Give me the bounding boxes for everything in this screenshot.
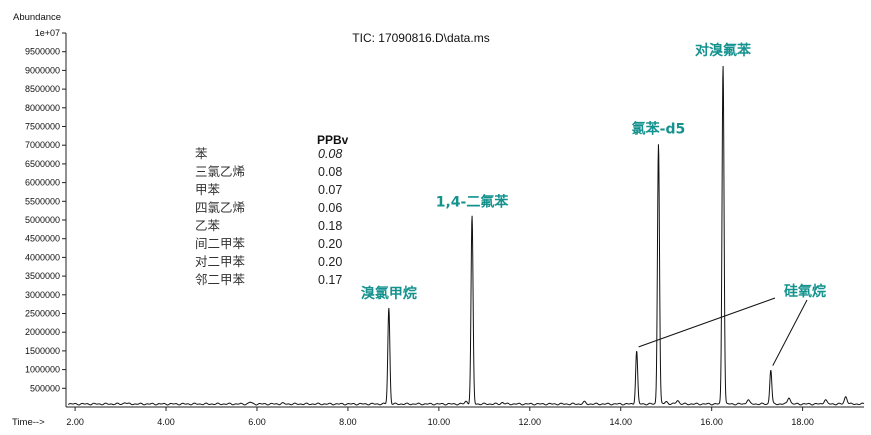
compound-value: 0.07 xyxy=(318,183,342,197)
y-tick-label: 3000000 xyxy=(25,290,60,300)
y-tick-label: 7500000 xyxy=(25,122,60,132)
y-tick-label: 4000000 xyxy=(25,252,60,262)
compound-name: 间二甲苯 xyxy=(195,236,246,251)
x-axis-title: Time--> xyxy=(12,417,45,428)
x-tick-label: 16.00 xyxy=(700,417,723,427)
siloxane-leader-line xyxy=(638,297,776,348)
y-tick-label: 500000 xyxy=(30,383,60,393)
y-tick-label: 9500000 xyxy=(25,47,60,57)
x-tick-label: 8.00 xyxy=(339,417,357,427)
compound-name: 对二甲苯 xyxy=(195,254,246,269)
y-tick-label: 6500000 xyxy=(25,159,60,169)
x-tick-label: 12.00 xyxy=(519,417,542,427)
compound-value: 0.08 xyxy=(318,165,342,179)
compound-value: 0.20 xyxy=(318,255,342,269)
y-tick-label: 3500000 xyxy=(25,271,60,281)
compound-value: 0.17 xyxy=(318,273,342,287)
compound-name: 甲苯 xyxy=(195,182,221,197)
y-tick-label: 1e+07 xyxy=(35,28,60,38)
y-axis-title: Abundance xyxy=(13,12,61,23)
y-tick-label: 5500000 xyxy=(25,196,60,206)
trace-layer xyxy=(68,66,865,406)
y-tick-label: 1000000 xyxy=(25,365,60,375)
x-tick-label: 18.00 xyxy=(791,417,814,427)
peak-label: 溴氯甲烷 xyxy=(361,285,417,302)
compound-name: 乙苯 xyxy=(195,218,221,233)
compound-name: 四氯乙烯 xyxy=(195,200,245,215)
y-tick-label: 6000000 xyxy=(25,178,60,188)
y-tick-label: 2500000 xyxy=(25,309,60,319)
y-tick-label: 7000000 xyxy=(25,140,60,150)
y-tick-label: 8000000 xyxy=(25,103,60,113)
peak-label: 1,4-二氟苯 xyxy=(436,193,510,210)
x-tick-label: 6.00 xyxy=(248,417,266,427)
peak-label: 氯苯-d5 xyxy=(632,120,686,137)
x-tick-label: 14.00 xyxy=(609,417,632,427)
compound-table: PPBv 苯 0.08 三氯乙烯 0.08 甲苯 0.07 四氯乙烯 0.06 乙苯 0.18 间二甲… xyxy=(195,133,349,287)
compound-name: 邻二甲苯 xyxy=(195,272,246,287)
chart-title: TIC: 17090816.D\data.ms xyxy=(352,31,489,45)
y-tick-label: 9000000 xyxy=(25,65,60,75)
siloxane-label: 硅氧烷 xyxy=(784,283,826,300)
y-tick-label: 4500000 xyxy=(25,234,60,244)
compound-value: 0.08 xyxy=(318,147,342,161)
table-header: PPBv xyxy=(317,133,349,147)
x-tick-label: 4.00 xyxy=(157,417,175,427)
x-tick-label: 2.00 xyxy=(66,417,84,427)
y-tick-label: 2000000 xyxy=(25,327,60,337)
y-tick-label: 8500000 xyxy=(25,84,60,94)
compound-name: 苯 xyxy=(195,146,208,161)
compound-value: 0.06 xyxy=(318,201,342,215)
peak-label: 对溴氟苯 xyxy=(695,42,752,59)
siloxane-leader-line xyxy=(772,299,808,366)
series-tic-trace xyxy=(68,66,865,406)
y-tick-label: 1500000 xyxy=(25,346,60,356)
x-tick-label: 10.00 xyxy=(428,417,451,427)
compound-value: 0.20 xyxy=(318,237,342,251)
y-tick-label: 5000000 xyxy=(25,215,60,225)
compound-name: 三氯乙烯 xyxy=(195,164,245,179)
compound-value: 0.18 xyxy=(318,219,342,233)
axes: 500000 1000000 1500000 2000000 2500000 300000… xyxy=(12,28,864,428)
